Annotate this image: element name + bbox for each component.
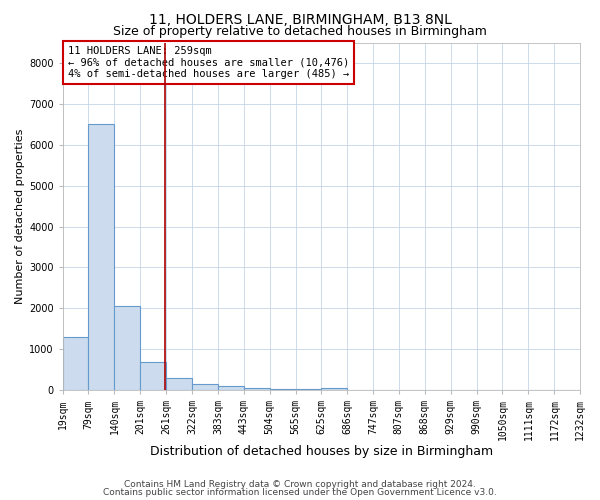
Bar — [115, 306, 140, 390]
Bar — [269, 389, 296, 390]
Bar — [244, 388, 269, 390]
Bar — [166, 378, 192, 390]
Y-axis label: Number of detached properties: Number of detached properties — [15, 128, 25, 304]
X-axis label: Distribution of detached houses by size in Birmingham: Distribution of detached houses by size … — [150, 444, 493, 458]
Text: Size of property relative to detached houses in Birmingham: Size of property relative to detached ho… — [113, 25, 487, 38]
Text: 11 HOLDERS LANE: 259sqm
← 96% of detached houses are smaller (10,476)
4% of semi: 11 HOLDERS LANE: 259sqm ← 96% of detache… — [68, 46, 349, 79]
Bar — [321, 388, 347, 390]
Bar — [192, 384, 218, 390]
Bar — [88, 124, 115, 390]
Text: Contains HM Land Registry data © Crown copyright and database right 2024.: Contains HM Land Registry data © Crown c… — [124, 480, 476, 489]
Bar — [140, 362, 166, 390]
Bar — [63, 337, 88, 390]
Text: Contains public sector information licensed under the Open Government Licence v3: Contains public sector information licen… — [103, 488, 497, 497]
Bar — [218, 386, 244, 390]
Text: 11, HOLDERS LANE, BIRMINGHAM, B13 8NL: 11, HOLDERS LANE, BIRMINGHAM, B13 8NL — [149, 12, 451, 26]
